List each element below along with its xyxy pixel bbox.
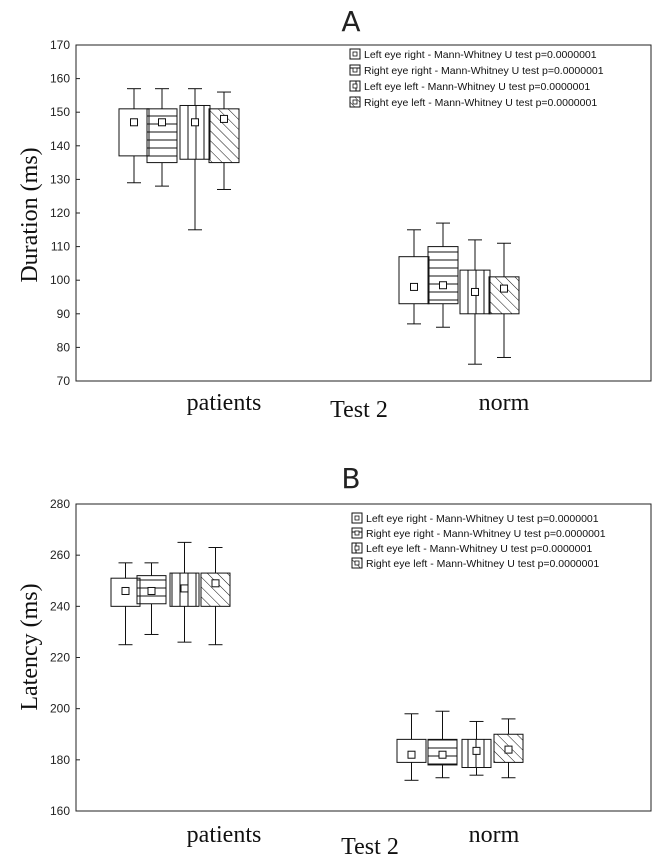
y-tick-label: 280 — [50, 497, 70, 511]
box-plot — [169, 541, 200, 643]
box-plot — [398, 229, 430, 325]
legend-label: Left eye right - Mann-Whitney U test p=0… — [366, 513, 599, 525]
box-plot — [136, 562, 167, 635]
legend-entry: Right eye right - Mann-Whitney U test p=… — [349, 64, 604, 77]
group-label-patients-b: patients — [187, 822, 262, 848]
legend-entry: Right eye right - Mann-Whitney U test p=… — [351, 527, 606, 540]
box-body — [146, 108, 178, 164]
box-body — [118, 108, 150, 157]
median-marker — [410, 282, 418, 291]
box-body — [488, 276, 520, 315]
legend-swatch-marker — [354, 530, 360, 536]
legend-label: Left eye right - Mann-Whitney U test p=0… — [364, 49, 597, 61]
legend-swatch-marker — [352, 83, 358, 89]
box-plot — [427, 710, 458, 779]
median-marker — [504, 745, 513, 754]
chart-panel-a: A Duration (ms) patients norm Test 2 70 8… — [17, 5, 652, 423]
median-marker — [130, 118, 138, 127]
median-marker — [471, 287, 479, 296]
y-tick-label: 70 — [57, 374, 71, 388]
box-plot — [110, 562, 141, 646]
y-tick-label: 260 — [50, 548, 70, 562]
legend-label: Right eye right - Mann-Whitney U test p=… — [364, 65, 604, 77]
box-plot — [427, 222, 459, 328]
median-marker — [220, 114, 228, 123]
legend-entry: Left eye left - Mann-Whitney U test p=0.… — [349, 80, 590, 93]
y-tick-label: 200 — [50, 702, 70, 716]
box-plot — [459, 239, 491, 365]
box-body — [427, 738, 458, 766]
legend-label: Right eye left - Mann-Whitney U test p=0… — [366, 558, 599, 570]
box-body — [427, 246, 459, 305]
y-tick-label: 140 — [50, 139, 70, 153]
y-tick-label: 100 — [50, 273, 70, 287]
box-body — [179, 104, 211, 160]
legend-entry: Right eye left - Mann-Whitney U test p=0… — [349, 96, 597, 109]
chart-panel-b: B Latency (ms) patients norm Test 2 160 1… — [17, 462, 652, 857]
median-marker — [158, 118, 166, 127]
legend-label: Left eye left - Mann-Whitney U test p=0.… — [366, 543, 592, 555]
median-marker — [500, 284, 508, 293]
box-plot — [208, 91, 240, 190]
legend-entry: Left eye right - Mann-Whitney U test p=0… — [349, 48, 597, 61]
box-body — [200, 572, 231, 607]
box-body — [493, 733, 524, 763]
box-plot — [396, 713, 427, 781]
panel-label-a: A — [341, 5, 360, 38]
y-tick-label: 110 — [51, 240, 70, 254]
box-plot — [146, 88, 178, 187]
legend-label: Left eye left - Mann-Whitney U test p=0.… — [364, 81, 590, 93]
y-tick-label: 220 — [50, 651, 70, 665]
legend-swatch-marker — [352, 67, 358, 73]
legend-swatch-marker — [352, 99, 358, 105]
panel-label-b: B — [341, 462, 360, 495]
y-tick-label: 90 — [57, 307, 71, 321]
median-marker — [407, 750, 416, 759]
legend-swatch-marker — [354, 545, 360, 551]
y-tick-label: 150 — [50, 105, 70, 119]
box-plot — [118, 88, 150, 184]
y-tick-label: 180 — [50, 753, 70, 767]
box-body — [398, 256, 430, 305]
y-tick-label: 240 — [50, 599, 70, 613]
legend-label: Right eye left - Mann-Whitney U test p=0… — [364, 97, 597, 109]
median-marker — [439, 281, 447, 290]
y-axis-title-b: Latency (ms) — [17, 583, 43, 710]
x-axis-title-b: Test 2 — [341, 834, 399, 857]
y-tick-label: 130 — [50, 172, 70, 186]
median-marker — [147, 586, 156, 595]
box-plot — [200, 546, 231, 646]
median-marker — [180, 584, 189, 593]
y-tick-label: 160 — [50, 804, 70, 818]
y-tick-label: 80 — [57, 340, 71, 354]
y-tick-label: 160 — [50, 72, 70, 86]
median-marker — [472, 746, 481, 755]
y-tick-label: 120 — [50, 206, 70, 220]
median-marker — [121, 586, 130, 595]
legend-entry: Left eye right - Mann-Whitney U test p=0… — [351, 512, 599, 525]
median-marker — [438, 750, 447, 759]
legend-swatch-marker — [352, 51, 358, 57]
box-plot — [493, 718, 524, 779]
box-body — [169, 572, 200, 607]
median-marker — [191, 118, 199, 127]
group-label-norm-a: norm — [479, 390, 530, 416]
box-plot — [488, 242, 520, 358]
group-label-norm-b: norm — [469, 822, 520, 848]
median-marker — [211, 579, 220, 588]
legend-entry: Left eye left - Mann-Whitney U test p=0.… — [351, 542, 592, 555]
legend-entry: Right eye left - Mann-Whitney U test p=0… — [351, 557, 599, 570]
x-axis-title-a: Test 2 — [330, 397, 388, 423]
group-label-patients-a: patients — [187, 390, 262, 416]
legend-swatch-marker — [354, 560, 360, 566]
y-tick-label: 170 — [50, 38, 70, 52]
y-axis-title-a: Duration (ms) — [17, 147, 43, 282]
legend-swatch-marker — [354, 515, 360, 521]
box-plot — [179, 88, 211, 231]
box-plot — [461, 720, 492, 776]
legend-label: Right eye right - Mann-Whitney U test p=… — [366, 528, 606, 540]
